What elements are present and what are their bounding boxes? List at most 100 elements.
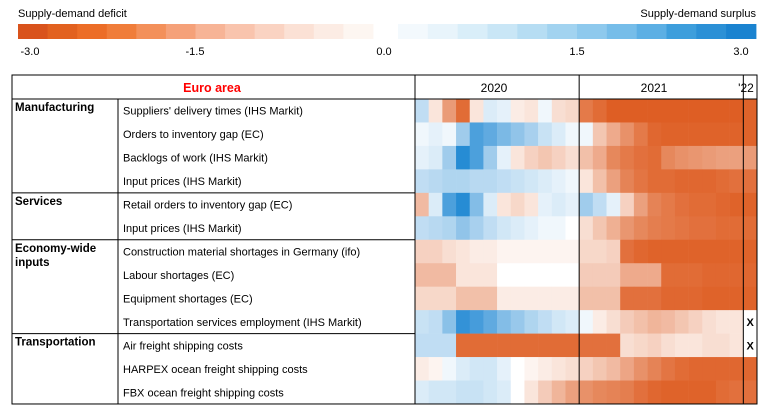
heatmap-cell (633, 216, 648, 241)
heatmap-cell (743, 122, 758, 147)
heatmap-cell (538, 357, 553, 381)
period-header-2021: 2021 (641, 81, 668, 95)
heatmap-cell (647, 169, 662, 194)
heatmap-cell (428, 145, 443, 170)
legend-swatch (18, 24, 48, 39)
heatmap-cell (565, 357, 580, 381)
row-label: Labour shortages (EC) (123, 270, 234, 282)
heatmap-cell (729, 216, 744, 241)
heatmap-cell (579, 357, 594, 381)
heatmap-cell (743, 192, 758, 217)
heatmap-cell (469, 192, 484, 217)
heatmap-cell (620, 380, 635, 405)
heatmap-cell (688, 380, 703, 405)
heatmap-cell (551, 145, 566, 170)
heatmap-cell (647, 192, 662, 217)
heatmap-cell (592, 192, 607, 217)
heatmap-cell (606, 192, 621, 217)
heatmap-cell (497, 357, 512, 381)
heatmap-cell (428, 263, 443, 287)
row-labels: Suppliers' delivery times (IHS Markit) Or… (123, 106, 362, 400)
row-label: Equipment shortages (EC) (123, 293, 253, 305)
heatmap-cell (551, 263, 566, 287)
heatmap-cell (633, 99, 648, 123)
legend-swatch (343, 24, 374, 39)
heatmap-cell (565, 145, 580, 170)
heatmap-cell (551, 286, 566, 311)
heatmap-cell (633, 333, 648, 358)
heatmap-cell (647, 239, 662, 264)
heatmap-cell (524, 239, 539, 264)
heatmap-cell (483, 357, 498, 381)
heatmap-cell (565, 380, 580, 405)
heatmap-cell (442, 239, 457, 264)
heatmap-cell (729, 99, 744, 123)
heatmap-cell (524, 192, 539, 217)
heatmap-cell (688, 310, 703, 334)
heatmap-cell (415, 263, 429, 287)
legend-swatch (165, 24, 196, 39)
table-borders (11, 74, 758, 405)
heatmap-cell (633, 357, 648, 381)
heatmap-cell (415, 192, 429, 217)
heatmap-cell (469, 310, 484, 334)
heatmap-cell (647, 99, 662, 123)
heatmap-cell (497, 263, 512, 287)
legend-tick: -3.0 (21, 46, 40, 58)
heatmap-cell (524, 169, 539, 194)
legend-swatch (398, 24, 429, 39)
heatmap-cell (674, 357, 689, 381)
heatmap-cell (565, 286, 580, 311)
heatmap-cell (456, 122, 471, 147)
heatmap-cell (620, 263, 635, 287)
legend-swatch (225, 24, 256, 39)
heatmap-cell (743, 286, 758, 311)
heatmap-cell (715, 357, 730, 381)
heatmap-cell (510, 192, 525, 217)
heatmap-cell (633, 239, 648, 264)
heatmap-cell (456, 145, 471, 170)
legend-swatch (427, 24, 459, 39)
heatmap-cell (661, 122, 676, 147)
heatmap-cell (661, 239, 676, 264)
heatmap-cell (620, 239, 635, 264)
heatmap-cell (592, 145, 607, 170)
heatmap-cell (592, 310, 607, 334)
heatmap-cell (469, 99, 484, 123)
heatmap-cell (688, 239, 703, 264)
heatmap-cell (551, 122, 566, 147)
legend-swatch (547, 24, 578, 39)
legend-swatch (284, 24, 315, 39)
heatmap-cell (579, 169, 594, 194)
heatmap-cell (592, 99, 607, 123)
heatmap-cell (428, 286, 443, 311)
heatmap-cell (442, 122, 457, 147)
heatmap-cell (743, 216, 758, 241)
heatmap-cell (428, 380, 443, 405)
heatmap-cell (579, 192, 594, 217)
heatmap-cell (620, 357, 635, 381)
row-label: Construction material shortages in Germa… (123, 246, 360, 258)
heatmap-cell (551, 169, 566, 194)
heatmap-cell (743, 145, 758, 170)
row-label: Retail orders to inventory gap (EC) (123, 200, 292, 212)
heatmap-cell (606, 169, 621, 194)
heatmap-cell (510, 145, 525, 170)
heatmap-cell (497, 380, 512, 405)
heatmap-cell (469, 122, 484, 147)
heatmap-cell (743, 99, 758, 123)
heatmap-cell (620, 286, 635, 311)
chart-title: Euro area (183, 81, 242, 95)
heatmap-cell (510, 357, 525, 381)
heatmap-cell (469, 357, 484, 381)
heatmap-cell (729, 192, 744, 217)
heatmap-cell (428, 239, 443, 264)
heatmap-cell (702, 169, 717, 194)
heatmap-cell (428, 310, 443, 334)
heatmap-cell (510, 169, 525, 194)
heatmap-cell (428, 357, 443, 381)
heatmap-cell (688, 122, 703, 147)
heatmap-cell (606, 357, 621, 381)
heatmap-cell (442, 357, 457, 381)
